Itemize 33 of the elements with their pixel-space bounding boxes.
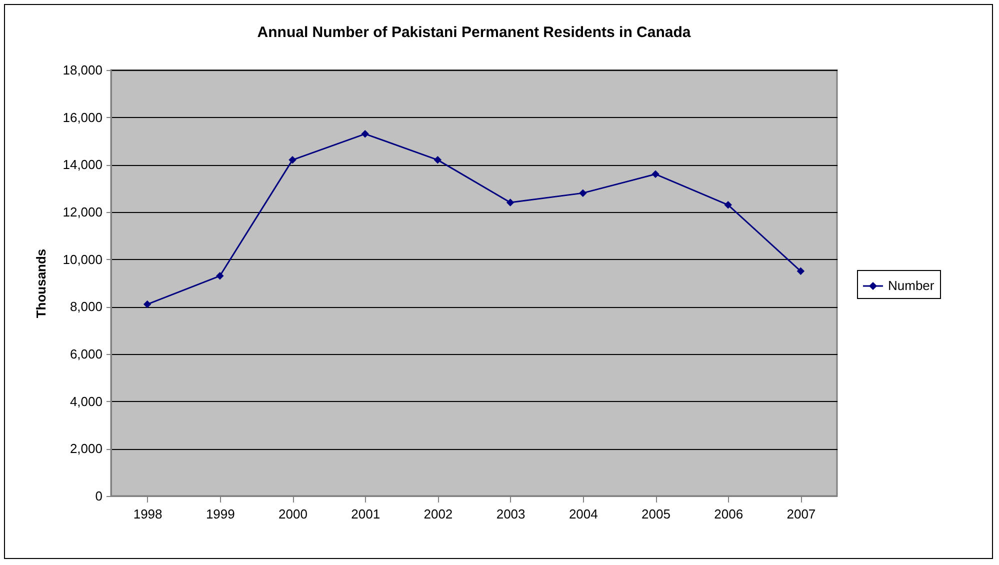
chart-title: Annual Number of Pakistani Permanent Residents in Canada [257, 24, 692, 41]
x-tick-label: 1998 [133, 506, 162, 522]
y-tick-label: 16,000 [62, 110, 102, 125]
y-tick-label: 10,000 [62, 252, 102, 267]
point [216, 272, 224, 280]
point [652, 170, 660, 178]
y-tick-label: 4,000 [70, 394, 102, 409]
x-tick-label: 1999 [206, 506, 235, 522]
point [506, 198, 514, 206]
point [143, 300, 152, 308]
y-tick-label: 8,000 [70, 299, 102, 314]
y-axis-title: Thousands [34, 248, 49, 318]
point [579, 189, 587, 197]
point [434, 156, 442, 164]
y-tick-label: 2,000 [70, 441, 102, 456]
x-tick-label: 2002 [424, 506, 453, 522]
x-tick-label: 2007 [786, 506, 816, 522]
y-tick-label: 18,000 [62, 62, 102, 78]
y-tick-label: 14,000 [62, 157, 102, 172]
y-tick-label: 6,000 [70, 346, 102, 362]
x-tick-label: 2005 [642, 506, 670, 522]
x-tick-label: 2000 [278, 506, 308, 522]
x-tick-label: 2006 [714, 506, 744, 522]
y-tick-label: 12,000 [62, 204, 102, 220]
point [724, 201, 732, 209]
x-tick-label: 2001 [351, 506, 380, 522]
x-tick-label: 2004 [568, 506, 598, 522]
x-tick-label: 2003 [496, 506, 526, 522]
point [361, 130, 369, 138]
point [796, 267, 805, 276]
point [288, 156, 296, 164]
legend-label: Number [888, 278, 935, 293]
y-tick-label: 0 [95, 488, 102, 504]
